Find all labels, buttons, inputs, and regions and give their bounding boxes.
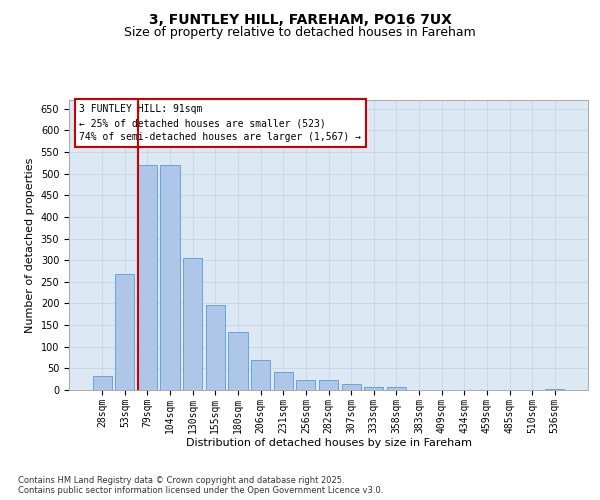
- Bar: [387, 388, 406, 390]
- Bar: [229, 332, 248, 390]
- Bar: [319, 380, 338, 390]
- Bar: [341, 384, 361, 390]
- Bar: [92, 376, 112, 390]
- Bar: [251, 360, 270, 390]
- Bar: [274, 372, 293, 390]
- Bar: [545, 388, 565, 390]
- X-axis label: Distribution of detached houses by size in Fareham: Distribution of detached houses by size …: [185, 438, 472, 448]
- Bar: [115, 274, 134, 390]
- Bar: [296, 380, 316, 390]
- Bar: [206, 304, 225, 390]
- Y-axis label: Number of detached properties: Number of detached properties: [25, 158, 35, 332]
- Text: Contains HM Land Registry data © Crown copyright and database right 2025.
Contai: Contains HM Land Registry data © Crown c…: [18, 476, 383, 495]
- Bar: [364, 387, 383, 390]
- Text: 3, FUNTLEY HILL, FAREHAM, PO16 7UX: 3, FUNTLEY HILL, FAREHAM, PO16 7UX: [149, 12, 451, 26]
- Text: Size of property relative to detached houses in Fareham: Size of property relative to detached ho…: [124, 26, 476, 39]
- Bar: [160, 166, 180, 390]
- Bar: [183, 258, 202, 390]
- Bar: [138, 166, 157, 390]
- Text: 3 FUNTLEY HILL: 91sqm
← 25% of detached houses are smaller (523)
74% of semi-det: 3 FUNTLEY HILL: 91sqm ← 25% of detached …: [79, 104, 361, 142]
